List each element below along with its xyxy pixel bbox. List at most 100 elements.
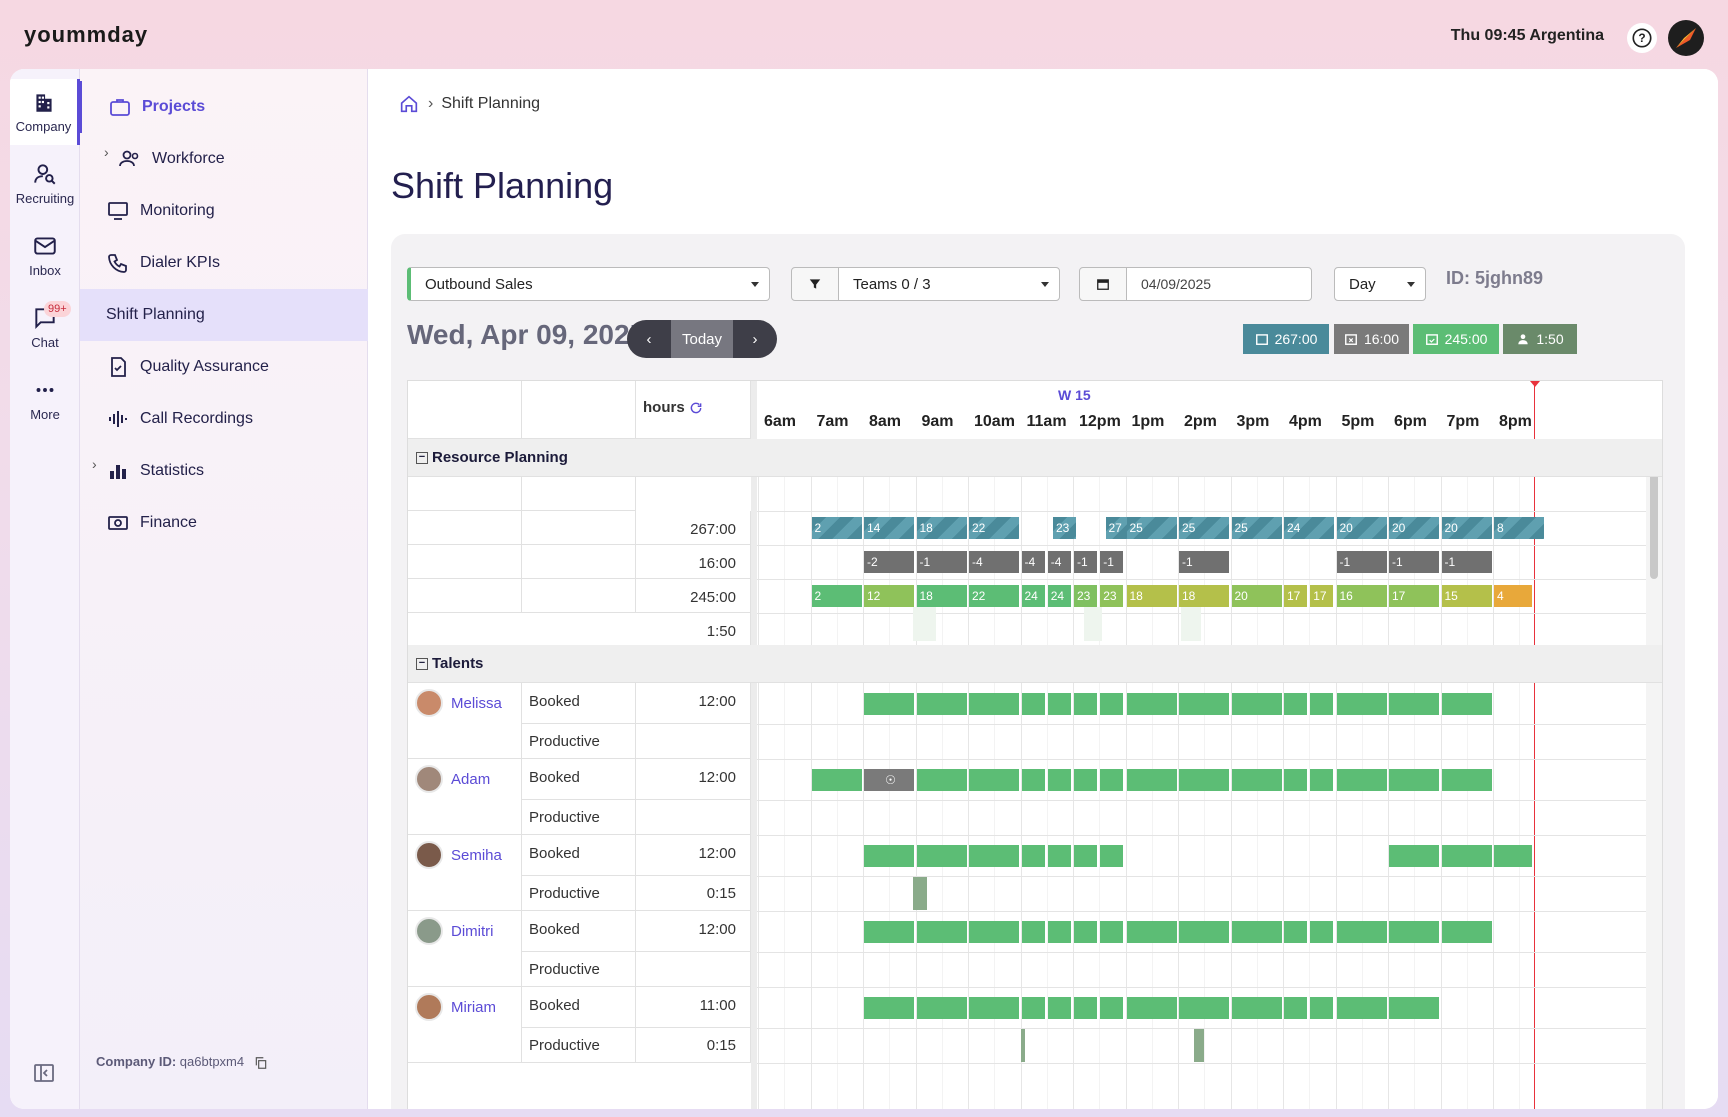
- view-select[interactable]: Day: [1334, 267, 1426, 301]
- shift-bar[interactable]: [1231, 769, 1282, 791]
- shift-bar[interactable]: [1047, 921, 1071, 943]
- nav-dialer-kpis[interactable]: Dialer KPIs: [80, 237, 368, 289]
- shift-bar[interactable]: [1389, 997, 1439, 1019]
- filter-button[interactable]: [791, 267, 839, 301]
- next-day-button[interactable]: ›: [733, 320, 777, 358]
- shift-bar[interactable]: [1441, 921, 1492, 943]
- talent-name-cell[interactable]: Semiha: [408, 835, 522, 911]
- chevron-right-icon[interactable]: ›: [104, 144, 109, 160]
- calendar-button[interactable]: [1079, 267, 1127, 301]
- shift-bar[interactable]: [864, 693, 914, 715]
- shift-bar[interactable]: [1126, 769, 1177, 791]
- nav-workforce[interactable]: Workforce: [80, 133, 368, 185]
- shift-bar[interactable]: [1021, 845, 1045, 867]
- nav-monitoring[interactable]: Monitoring: [80, 185, 368, 237]
- chevron-right-icon[interactable]: ›: [92, 456, 97, 472]
- rail-company[interactable]: Company: [10, 79, 80, 145]
- rail-recruiting[interactable]: Recruiting: [10, 151, 80, 217]
- shift-bar[interactable]: [969, 921, 1019, 943]
- shift-bar[interactable]: [1021, 997, 1045, 1019]
- collapse-icon[interactable]: −: [416, 657, 428, 670]
- shift-bar[interactable]: [1074, 997, 1097, 1019]
- talent-name[interactable]: Semiha: [451, 847, 502, 864]
- vertical-scrollbar[interactable]: [1646, 439, 1662, 1109]
- pane-divider[interactable]: [751, 381, 757, 1109]
- shift-bar[interactable]: [1047, 693, 1071, 715]
- talent-name-cell[interactable]: Adam: [408, 759, 522, 835]
- shift-bar[interactable]: [1100, 769, 1124, 791]
- shift-bar[interactable]: [969, 693, 1019, 715]
- nav-call-recordings[interactable]: Call Recordings: [80, 393, 368, 445]
- nav-shift-planning[interactable]: Shift Planning: [80, 289, 368, 341]
- shift-bar[interactable]: [1074, 693, 1097, 715]
- shift-bar[interactable]: [1074, 921, 1097, 943]
- shift-bar[interactable]: [1100, 997, 1124, 1019]
- shift-bar[interactable]: [916, 693, 967, 715]
- shift-bar[interactable]: [1126, 921, 1177, 943]
- nav-projects[interactable]: Projects: [80, 81, 368, 133]
- talent-name-cell[interactable]: Melissa: [408, 683, 522, 759]
- shift-bar[interactable]: [1047, 845, 1071, 867]
- collapse-icon[interactable]: −: [416, 451, 428, 464]
- shift-bar[interactable]: [1021, 921, 1045, 943]
- shift-bar[interactable]: [1047, 769, 1071, 791]
- shift-bar[interactable]: [969, 769, 1019, 791]
- shift-bar[interactable]: [1284, 997, 1307, 1019]
- shift-bar[interactable]: [1179, 693, 1229, 715]
- talent-name[interactable]: Adam: [451, 771, 491, 788]
- shift-bar[interactable]: [811, 769, 862, 791]
- talent-name-cell[interactable]: Miriam: [408, 987, 522, 1063]
- shift-bar[interactable]: [1179, 769, 1229, 791]
- shift-bar[interactable]: [1231, 693, 1282, 715]
- today-button[interactable]: Today: [671, 320, 733, 358]
- shift-bar[interactable]: [1336, 693, 1387, 715]
- copy-icon[interactable]: [254, 1056, 268, 1070]
- sidebar-collapse-icon[interactable]: [32, 1061, 56, 1085]
- shift-bar[interactable]: [1047, 997, 1071, 1019]
- user-avatar[interactable]: [1668, 20, 1704, 56]
- talent-name[interactable]: Miriam: [451, 999, 496, 1016]
- shift-bar[interactable]: [1074, 845, 1097, 867]
- shift-bar[interactable]: [1441, 693, 1492, 715]
- shift-bar[interactable]: [1310, 921, 1334, 943]
- rail-inbox[interactable]: Inbox: [10, 223, 80, 289]
- shift-bar[interactable]: [1389, 769, 1439, 791]
- section-resource-planning[interactable]: − Resource Planning: [408, 439, 1662, 477]
- date-input[interactable]: 04/09/2025: [1126, 267, 1312, 301]
- home-icon[interactable]: [398, 93, 420, 115]
- shift-bar[interactable]: [864, 921, 914, 943]
- shift-bar[interactable]: [1100, 845, 1124, 867]
- shift-bar[interactable]: ☉: [864, 769, 914, 791]
- help-icon[interactable]: ?: [1627, 23, 1657, 53]
- shift-bar[interactable]: [969, 845, 1019, 867]
- rail-chat[interactable]: 99+ Chat: [10, 295, 80, 361]
- prev-day-button[interactable]: ‹: [627, 320, 671, 358]
- shift-bar[interactable]: [1441, 845, 1492, 867]
- nav-statistics[interactable]: Statistics: [80, 445, 368, 497]
- rail-more[interactable]: More: [10, 367, 80, 433]
- shift-bar[interactable]: [1100, 921, 1124, 943]
- shift-bar[interactable]: [1284, 921, 1307, 943]
- shift-bar[interactable]: [1021, 693, 1045, 715]
- shift-bar[interactable]: [1336, 769, 1387, 791]
- talent-name[interactable]: Dimitri: [451, 923, 494, 940]
- shift-bar[interactable]: [1284, 769, 1307, 791]
- shift-bar[interactable]: [1336, 921, 1387, 943]
- shift-bar[interactable]: [864, 845, 914, 867]
- shift-bar[interactable]: [1310, 769, 1334, 791]
- shift-bar[interactable]: [1310, 997, 1334, 1019]
- shift-bar[interactable]: [1389, 845, 1439, 867]
- nav-quality-assurance[interactable]: Quality Assurance: [80, 341, 368, 393]
- shift-bar[interactable]: [916, 845, 967, 867]
- shift-bar[interactable]: [1179, 997, 1229, 1019]
- refresh-icon[interactable]: [689, 401, 703, 415]
- shift-bar[interactable]: [1310, 693, 1334, 715]
- shift-bar[interactable]: [1126, 997, 1177, 1019]
- app-logo[interactable]: yoummday: [24, 22, 149, 47]
- shift-bar[interactable]: [1100, 693, 1124, 715]
- shift-bar[interactable]: [1231, 997, 1282, 1019]
- nav-finance[interactable]: Finance: [80, 497, 368, 549]
- shift-bar[interactable]: [1494, 845, 1532, 867]
- section-talents[interactable]: − Talents: [408, 645, 1662, 683]
- hours-header[interactable]: hours: [636, 381, 751, 439]
